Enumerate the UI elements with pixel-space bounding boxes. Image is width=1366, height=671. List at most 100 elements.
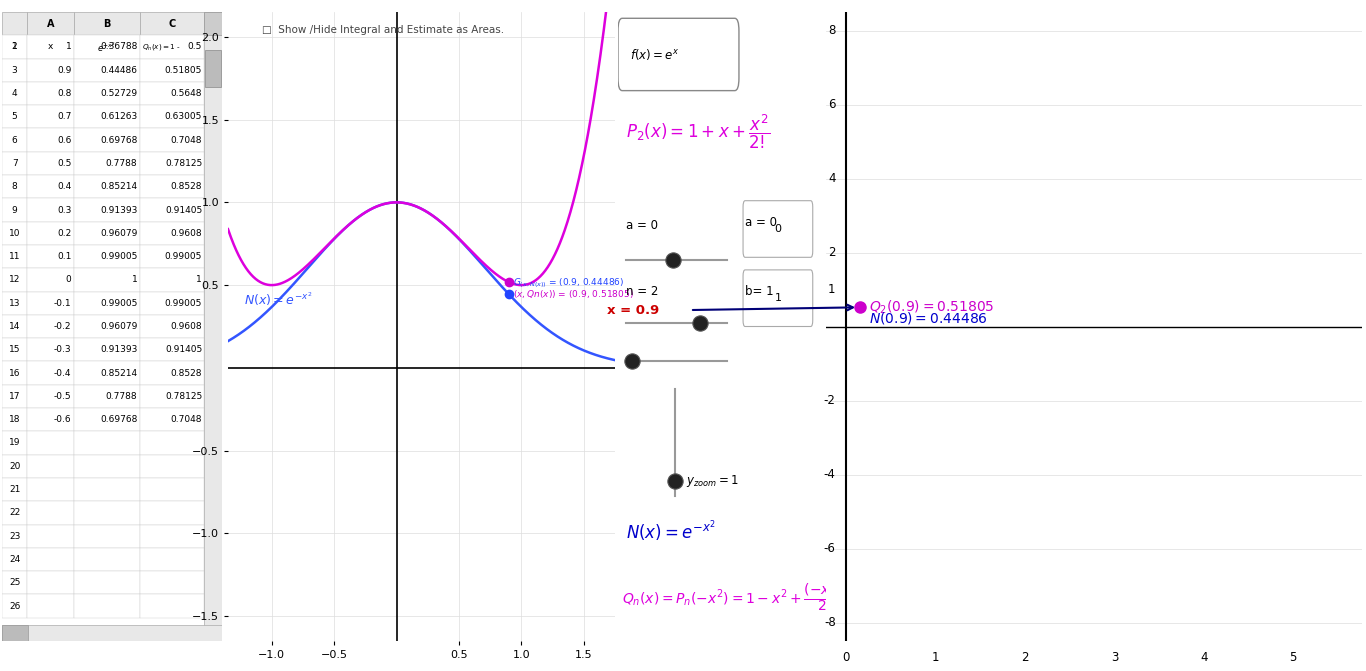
Bar bbox=[139, 455, 205, 478]
Text: $N(0.9) = 0.44486$: $N(0.9) = 0.44486$ bbox=[869, 310, 988, 326]
Bar bbox=[74, 478, 139, 501]
Text: 0.91393: 0.91393 bbox=[100, 346, 138, 354]
Text: 0.8: 0.8 bbox=[57, 89, 71, 98]
Text: 1: 1 bbox=[12, 42, 18, 52]
Text: 0.5648: 0.5648 bbox=[171, 89, 202, 98]
Text: 0.91405: 0.91405 bbox=[165, 346, 202, 354]
Text: n = 2: n = 2 bbox=[626, 285, 658, 299]
Bar bbox=[1, 36, 27, 58]
Bar bbox=[27, 105, 74, 128]
Text: 0.99005: 0.99005 bbox=[100, 252, 138, 261]
Text: 6: 6 bbox=[828, 98, 836, 111]
Bar bbox=[27, 501, 74, 525]
Bar bbox=[27, 548, 74, 571]
Bar bbox=[1, 431, 27, 455]
Bar bbox=[139, 221, 205, 245]
Text: a = 0: a = 0 bbox=[744, 216, 777, 229]
Bar bbox=[139, 268, 205, 292]
Bar bbox=[74, 525, 139, 548]
Bar bbox=[1, 58, 27, 82]
Text: 13: 13 bbox=[10, 299, 20, 308]
Bar bbox=[27, 595, 74, 618]
Text: -4: -4 bbox=[824, 468, 836, 481]
Text: 7: 7 bbox=[12, 159, 18, 168]
Text: 26: 26 bbox=[10, 602, 20, 611]
Text: 0.52729: 0.52729 bbox=[100, 89, 138, 98]
Text: 24: 24 bbox=[10, 555, 20, 564]
Text: 0.61263: 0.61263 bbox=[100, 112, 138, 121]
Text: 0.8528: 0.8528 bbox=[171, 368, 202, 378]
Text: 0: 0 bbox=[775, 224, 781, 234]
Bar bbox=[74, 12, 139, 36]
Bar bbox=[1, 268, 27, 292]
Bar bbox=[205, 12, 223, 36]
Text: 0.5: 0.5 bbox=[187, 42, 202, 52]
Bar bbox=[1, 625, 29, 641]
Text: 8: 8 bbox=[12, 183, 18, 191]
Bar bbox=[74, 455, 139, 478]
Text: 8: 8 bbox=[828, 24, 836, 37]
Text: 20: 20 bbox=[10, 462, 20, 471]
Bar bbox=[74, 199, 139, 221]
Bar bbox=[139, 82, 205, 105]
Text: 0.7048: 0.7048 bbox=[171, 415, 202, 424]
Bar bbox=[139, 384, 205, 408]
Bar bbox=[1, 525, 27, 548]
Bar bbox=[27, 571, 74, 595]
Text: 0.7788: 0.7788 bbox=[105, 392, 138, 401]
Text: 0.44486: 0.44486 bbox=[100, 66, 138, 74]
Bar bbox=[139, 408, 205, 431]
Text: -8: -8 bbox=[824, 616, 836, 629]
Bar bbox=[27, 268, 74, 292]
Bar bbox=[1, 128, 27, 152]
Bar bbox=[27, 36, 74, 58]
Bar bbox=[1, 595, 27, 618]
Bar bbox=[74, 36, 139, 58]
Text: $Q_n(x) = 1$ -: $Q_n(x) = 1$ - bbox=[142, 42, 180, 52]
Text: 0.8528: 0.8528 bbox=[171, 183, 202, 191]
Bar bbox=[139, 292, 205, 315]
Text: 23: 23 bbox=[10, 531, 20, 541]
Text: 6: 6 bbox=[12, 136, 18, 145]
Bar bbox=[1, 384, 27, 408]
Bar bbox=[1, 105, 27, 128]
Text: 0.78125: 0.78125 bbox=[165, 392, 202, 401]
Bar bbox=[139, 105, 205, 128]
Text: 4: 4 bbox=[12, 89, 18, 98]
Text: 0.91405: 0.91405 bbox=[165, 205, 202, 215]
Text: $N(x) = e^{-x^2}$: $N(x) = e^{-x^2}$ bbox=[626, 518, 716, 544]
Text: -0.5: -0.5 bbox=[53, 392, 71, 401]
Text: 0.3: 0.3 bbox=[57, 205, 71, 215]
Bar bbox=[1, 548, 27, 571]
Text: $(x,Qn(x))$ = (0.9, 0.51805): $(x,Qn(x))$ = (0.9, 0.51805) bbox=[512, 288, 634, 300]
Text: 18: 18 bbox=[10, 415, 20, 424]
Text: 0.9608: 0.9608 bbox=[171, 322, 202, 331]
Bar bbox=[27, 128, 74, 152]
Text: 1: 1 bbox=[66, 42, 71, 52]
Text: 0.78125: 0.78125 bbox=[165, 159, 202, 168]
Bar bbox=[139, 362, 205, 384]
Bar bbox=[1, 362, 27, 384]
Bar bbox=[74, 315, 139, 338]
Bar bbox=[27, 431, 74, 455]
Bar bbox=[27, 292, 74, 315]
Text: x = 0.9: x = 0.9 bbox=[607, 303, 658, 317]
Text: 15: 15 bbox=[10, 346, 20, 354]
Bar bbox=[1, 245, 27, 268]
Bar bbox=[1, 571, 27, 595]
Text: 21: 21 bbox=[10, 485, 20, 494]
Text: 0.9: 0.9 bbox=[57, 66, 71, 74]
Bar bbox=[74, 362, 139, 384]
Text: 0: 0 bbox=[66, 275, 71, 285]
Bar bbox=[74, 128, 139, 152]
Text: 0.96079: 0.96079 bbox=[100, 322, 138, 331]
Bar bbox=[1, 315, 27, 338]
Text: 0.85214: 0.85214 bbox=[100, 183, 138, 191]
Bar bbox=[139, 571, 205, 595]
Bar bbox=[74, 105, 139, 128]
Text: 0.7788: 0.7788 bbox=[105, 159, 138, 168]
Text: A: A bbox=[46, 19, 55, 29]
Bar bbox=[27, 525, 74, 548]
Bar bbox=[27, 315, 74, 338]
Text: 16: 16 bbox=[10, 368, 20, 378]
